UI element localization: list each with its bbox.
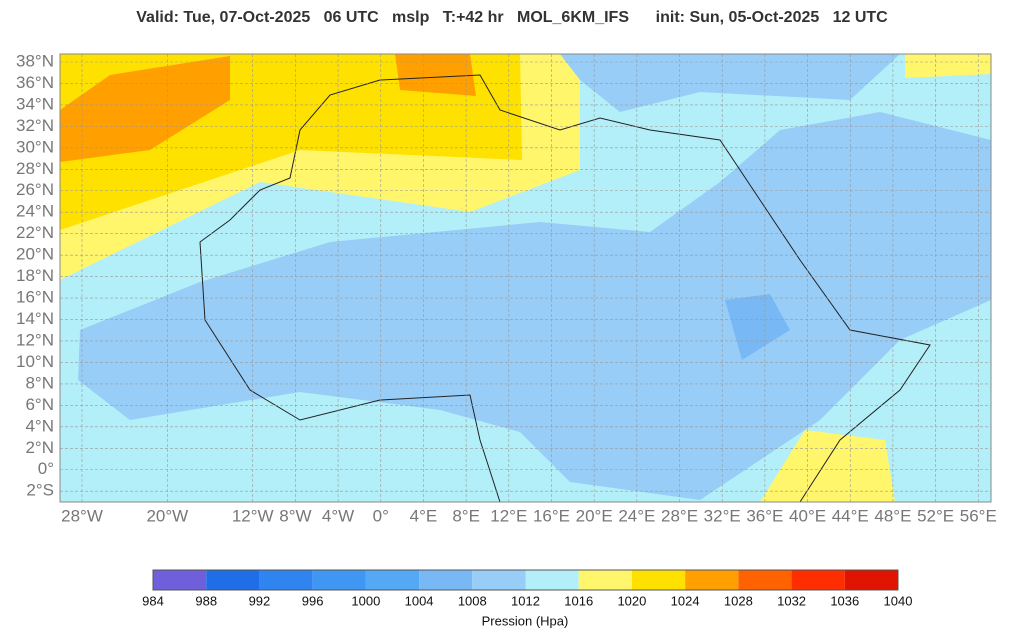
- lat-label: 16°N: [16, 288, 54, 307]
- lat-label: 38°N: [16, 51, 54, 70]
- lon-label: 44°E: [832, 506, 869, 525]
- lon-label: 20°E: [576, 506, 613, 525]
- field-1024: [60, 56, 230, 162]
- lon-label: 4°E: [410, 506, 438, 525]
- colorbar-frame: [152, 569, 899, 591]
- lat-label: 22°N: [16, 223, 54, 242]
- colorbar-bin: [153, 570, 207, 590]
- map-fields: [60, 54, 991, 502]
- colorbar-tick-label: 1020: [617, 593, 646, 608]
- colorbar-tick-label: 988: [195, 593, 217, 608]
- colorbar-tick-label: 992: [249, 593, 271, 608]
- colorbar-tick-label: 1004: [405, 593, 434, 608]
- lon-label: 8°W: [279, 506, 311, 525]
- lat-label: 24°N: [16, 202, 54, 221]
- lat-label: 18°N: [16, 266, 54, 285]
- colorbar-bin: [738, 570, 792, 590]
- colorbar-bin: [844, 570, 898, 590]
- colorbar-bin: [259, 570, 313, 590]
- colorbar-label: Pression (Hpa): [482, 613, 569, 628]
- lat-label: 34°N: [16, 94, 54, 113]
- field-1016: [905, 54, 991, 78]
- field-1008: [78, 112, 991, 500]
- colorbar-tick-label: 1012: [511, 593, 540, 608]
- lon-label: 52°E: [917, 506, 954, 525]
- map-frame: [59, 53, 992, 503]
- field-1004: [725, 294, 790, 360]
- lon-label: 0°: [373, 506, 389, 525]
- lon-label: 20°W: [146, 506, 188, 525]
- lon-label: 4°W: [322, 506, 354, 525]
- colorbar-tick-label: 1032: [777, 593, 806, 608]
- lat-label: 14°N: [16, 309, 54, 328]
- lat-label: 12°N: [16, 330, 54, 349]
- colorbar-bin: [791, 570, 845, 590]
- colorbar-tick-label: 1028: [724, 593, 753, 608]
- colorbar-bin: [472, 570, 526, 590]
- colorbar-tick-label: 1000: [351, 593, 380, 608]
- field-1008: [560, 54, 900, 112]
- colorbar-tick-label: 1016: [564, 593, 593, 608]
- lon-label: 36°E: [746, 506, 783, 525]
- colorbar-tick-label: 1036: [830, 593, 859, 608]
- colorbar-bin: [206, 570, 260, 590]
- title: Valid: Tue, 07-Oct-2025 06 UTC mslp T:+4…: [136, 9, 888, 26]
- lat-label: 30°N: [16, 137, 54, 156]
- lon-label: 48°E: [874, 506, 911, 525]
- colorbar-bin: [685, 570, 739, 590]
- colorbar-bin: [631, 570, 686, 590]
- lat-label: 26°N: [16, 180, 54, 199]
- lat-label: 0°: [38, 459, 54, 478]
- colorbar-bin: [525, 570, 579, 590]
- colorbar-tick-label: 1040: [884, 593, 913, 608]
- lon-label: 16°E: [533, 506, 570, 525]
- colorbar-bin: [578, 570, 632, 590]
- lon-label: 40°E: [789, 506, 826, 525]
- lon-label: 28°W: [61, 506, 103, 525]
- lat-label: 8°N: [25, 373, 54, 392]
- coastline: [199, 74, 931, 502]
- lat-label: 36°N: [16, 73, 54, 92]
- field-1024: [395, 54, 476, 96]
- lat-label: 6°N: [25, 395, 54, 414]
- lat-label: 32°N: [16, 116, 54, 135]
- lon-label: 56°E: [960, 506, 997, 525]
- colorbar-bin: [419, 570, 473, 590]
- lat-label: 4°N: [25, 416, 54, 435]
- lon-label: 24°E: [618, 506, 655, 525]
- lat-label: 28°N: [16, 159, 54, 178]
- lat-label: 10°N: [16, 352, 54, 371]
- lon-label: 28°E: [661, 506, 698, 525]
- lon-label: 12°E: [490, 506, 527, 525]
- lon-label: 8°E: [452, 506, 480, 525]
- colorbar-bin: [365, 570, 420, 590]
- lon-label: 12°W: [232, 506, 274, 525]
- colorbar-bin: [312, 570, 366, 590]
- colorbar-tick-label: 984: [142, 593, 164, 608]
- lat-label: 2°S: [26, 481, 54, 500]
- colorbar-tick-label: 1024: [671, 593, 700, 608]
- graticule: [60, 54, 991, 502]
- lat-label: 20°N: [16, 245, 54, 264]
- lon-label: 32°E: [704, 506, 741, 525]
- colorbar-tick-label: 996: [302, 593, 324, 608]
- colorbar-tick-label: 1008: [458, 593, 487, 608]
- lat-label: 2°N: [25, 438, 54, 457]
